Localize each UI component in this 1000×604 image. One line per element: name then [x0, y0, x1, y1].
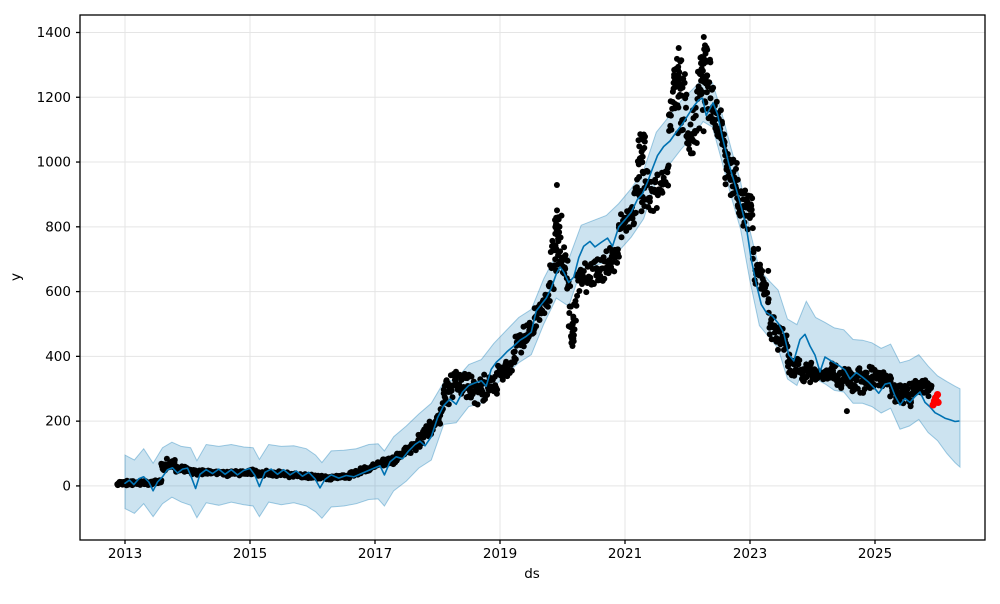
y-tick-label: 600 — [45, 284, 71, 300]
y-tick-label: 200 — [45, 414, 71, 430]
tick-marks — [76, 31, 876, 544]
y-tick-label: 1200 — [37, 90, 71, 106]
x-tick-label: 2015 — [233, 546, 267, 562]
x-tick-label: 2021 — [608, 546, 642, 562]
y-tick-label: 1000 — [37, 155, 71, 171]
y-axis-label: y — [8, 273, 24, 281]
y-tick-label: 0 — [62, 478, 71, 494]
x-axis-label: ds — [524, 566, 540, 582]
x-tick-label: 2025 — [858, 546, 892, 562]
y-tick-label: 1400 — [37, 25, 71, 41]
axes-frame — [79, 14, 986, 541]
x-tick-label: 2019 — [483, 546, 517, 562]
forecast-highlight-points — [929, 391, 942, 409]
grid — [80, 15, 985, 540]
tick-labels: 2013 2015 2017 2019 2021 2023 2025 0 200 400 600 80… — [37, 25, 893, 562]
y-tick-label: 400 — [45, 349, 71, 365]
forecast-line — [124, 97, 960, 492]
observed-points — [114, 34, 935, 489]
x-tick-label: 2017 — [358, 546, 392, 562]
y-tick-label: 800 — [45, 219, 71, 235]
x-tick-label: 2023 — [733, 546, 767, 562]
x-tick-label: 2013 — [108, 546, 142, 562]
